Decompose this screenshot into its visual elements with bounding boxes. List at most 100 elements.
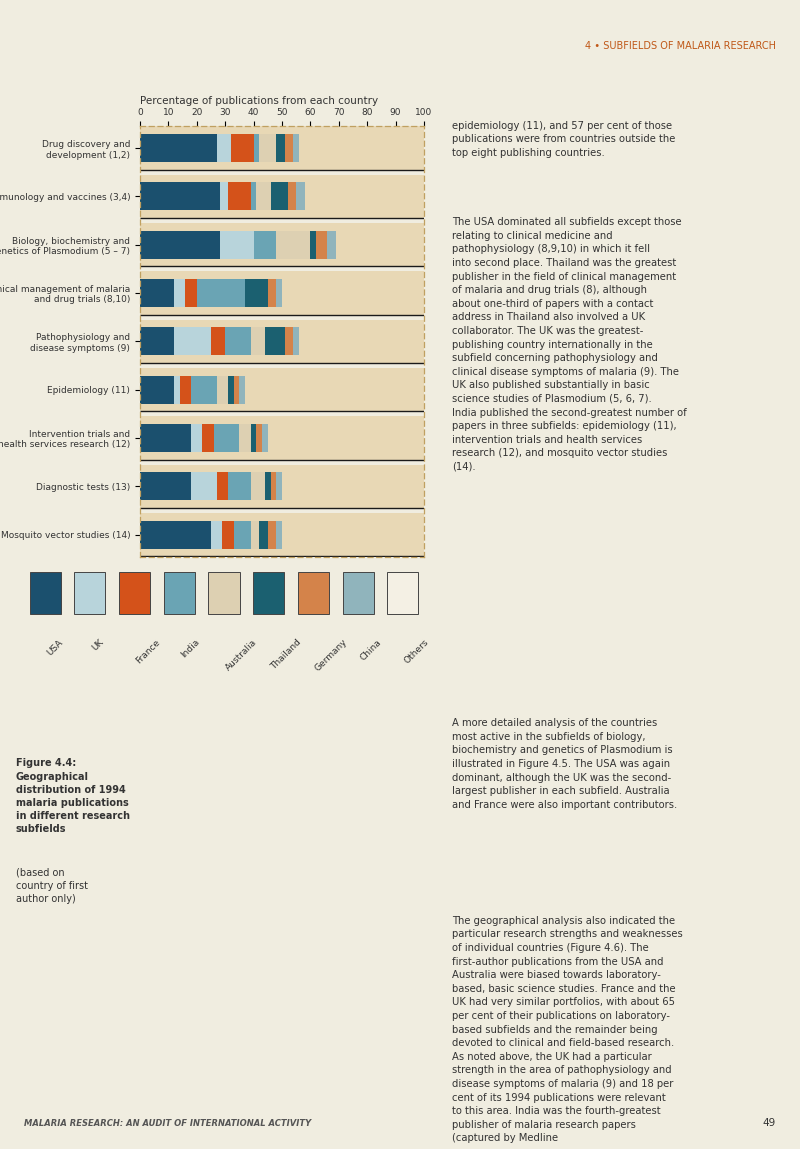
Bar bbox=[288, 183, 296, 210]
Bar bbox=[257, 424, 262, 452]
FancyBboxPatch shape bbox=[74, 572, 106, 614]
Bar bbox=[254, 231, 276, 259]
Bar bbox=[140, 134, 217, 162]
Text: 4 • SUBFIELDS OF MALARIA RESEARCH: 4 • SUBFIELDS OF MALARIA RESEARCH bbox=[585, 41, 776, 52]
Bar bbox=[228, 376, 234, 403]
Bar bbox=[174, 327, 211, 355]
Text: The USA dominated all subfields except those
relating to clinical medicine and
p: The USA dominated all subfields except t… bbox=[452, 217, 686, 472]
FancyBboxPatch shape bbox=[30, 572, 61, 614]
Text: The geographical analysis also indicated the
particular research strengths and w: The geographical analysis also indicated… bbox=[452, 916, 682, 1143]
Bar bbox=[202, 424, 214, 452]
Bar bbox=[180, 376, 191, 403]
FancyBboxPatch shape bbox=[140, 175, 424, 218]
Bar bbox=[265, 472, 270, 500]
Bar bbox=[174, 279, 186, 307]
Bar bbox=[294, 134, 299, 162]
FancyBboxPatch shape bbox=[140, 416, 424, 460]
Bar bbox=[270, 472, 276, 500]
Bar bbox=[217, 134, 231, 162]
Bar bbox=[140, 183, 219, 210]
Bar bbox=[211, 327, 226, 355]
Bar bbox=[228, 472, 250, 500]
Bar bbox=[211, 520, 222, 548]
Bar bbox=[276, 520, 282, 548]
Bar bbox=[140, 520, 211, 548]
FancyBboxPatch shape bbox=[298, 572, 329, 614]
Bar bbox=[257, 183, 270, 210]
Text: 49: 49 bbox=[762, 1118, 776, 1128]
Bar bbox=[250, 424, 257, 452]
Bar bbox=[276, 279, 282, 307]
FancyBboxPatch shape bbox=[164, 572, 195, 614]
Bar bbox=[217, 376, 228, 403]
Bar bbox=[250, 520, 259, 548]
Text: A more detailed analysis of the countries
most active in the subfields of biolog: A more detailed analysis of the countrie… bbox=[452, 718, 678, 810]
Bar bbox=[186, 279, 197, 307]
Text: Australia: Australia bbox=[224, 638, 258, 672]
Text: Others: Others bbox=[403, 638, 430, 665]
Bar bbox=[316, 231, 327, 259]
Bar bbox=[191, 472, 217, 500]
Bar bbox=[285, 134, 294, 162]
Text: China: China bbox=[358, 638, 383, 662]
Bar bbox=[191, 376, 217, 403]
Bar bbox=[217, 472, 228, 500]
Bar bbox=[239, 424, 250, 452]
FancyBboxPatch shape bbox=[342, 572, 374, 614]
FancyBboxPatch shape bbox=[253, 572, 284, 614]
Bar bbox=[219, 183, 228, 210]
Bar bbox=[296, 183, 305, 210]
Text: epidemiology (11), and 57 per cent of those
publications were from countries out: epidemiology (11), and 57 per cent of th… bbox=[452, 121, 675, 157]
Bar bbox=[265, 327, 285, 355]
Bar bbox=[276, 231, 310, 259]
Bar bbox=[174, 376, 180, 403]
Text: France: France bbox=[134, 638, 162, 665]
Bar bbox=[245, 279, 268, 307]
Bar bbox=[228, 183, 250, 210]
Bar bbox=[268, 520, 276, 548]
Bar bbox=[259, 520, 268, 548]
Bar bbox=[222, 520, 234, 548]
Bar bbox=[140, 472, 191, 500]
Text: India: India bbox=[179, 638, 202, 660]
Text: USA: USA bbox=[45, 638, 65, 657]
FancyBboxPatch shape bbox=[140, 464, 424, 508]
Bar bbox=[254, 134, 259, 162]
Bar bbox=[140, 279, 174, 307]
Bar bbox=[250, 327, 265, 355]
Bar bbox=[140, 424, 191, 452]
Text: Thailand: Thailand bbox=[269, 638, 302, 671]
FancyBboxPatch shape bbox=[140, 223, 424, 267]
FancyBboxPatch shape bbox=[140, 319, 424, 363]
Text: MALARIA RESEARCH: AN AUDIT OF INTERNATIONAL ACTIVITY: MALARIA RESEARCH: AN AUDIT OF INTERNATIO… bbox=[24, 1119, 311, 1128]
Bar bbox=[234, 520, 250, 548]
Bar bbox=[270, 183, 288, 210]
Bar bbox=[285, 327, 294, 355]
FancyBboxPatch shape bbox=[140, 512, 424, 556]
Bar bbox=[276, 472, 282, 500]
Bar bbox=[250, 472, 265, 500]
Bar bbox=[219, 231, 254, 259]
Text: UK: UK bbox=[90, 638, 105, 653]
FancyBboxPatch shape bbox=[140, 271, 424, 315]
Bar bbox=[140, 327, 174, 355]
FancyBboxPatch shape bbox=[387, 572, 418, 614]
FancyBboxPatch shape bbox=[140, 126, 424, 170]
Bar bbox=[268, 279, 276, 307]
Bar bbox=[239, 376, 245, 403]
Bar bbox=[226, 327, 250, 355]
Bar bbox=[191, 424, 202, 452]
Bar bbox=[214, 424, 239, 452]
Text: Percentage of publications from each country: Percentage of publications from each cou… bbox=[140, 97, 378, 106]
Bar bbox=[310, 231, 316, 259]
Text: (based on
country of first
author only): (based on country of first author only) bbox=[16, 867, 88, 904]
Bar bbox=[234, 376, 239, 403]
Bar bbox=[327, 231, 336, 259]
Text: Germany: Germany bbox=[314, 638, 350, 673]
Bar bbox=[262, 424, 268, 452]
Bar bbox=[294, 327, 299, 355]
FancyBboxPatch shape bbox=[119, 572, 150, 614]
Bar bbox=[197, 279, 245, 307]
Text: Figure 4.4:
Geographical
distribution of 1994
malaria publications
in different : Figure 4.4: Geographical distribution of… bbox=[16, 758, 130, 834]
Bar bbox=[250, 183, 257, 210]
